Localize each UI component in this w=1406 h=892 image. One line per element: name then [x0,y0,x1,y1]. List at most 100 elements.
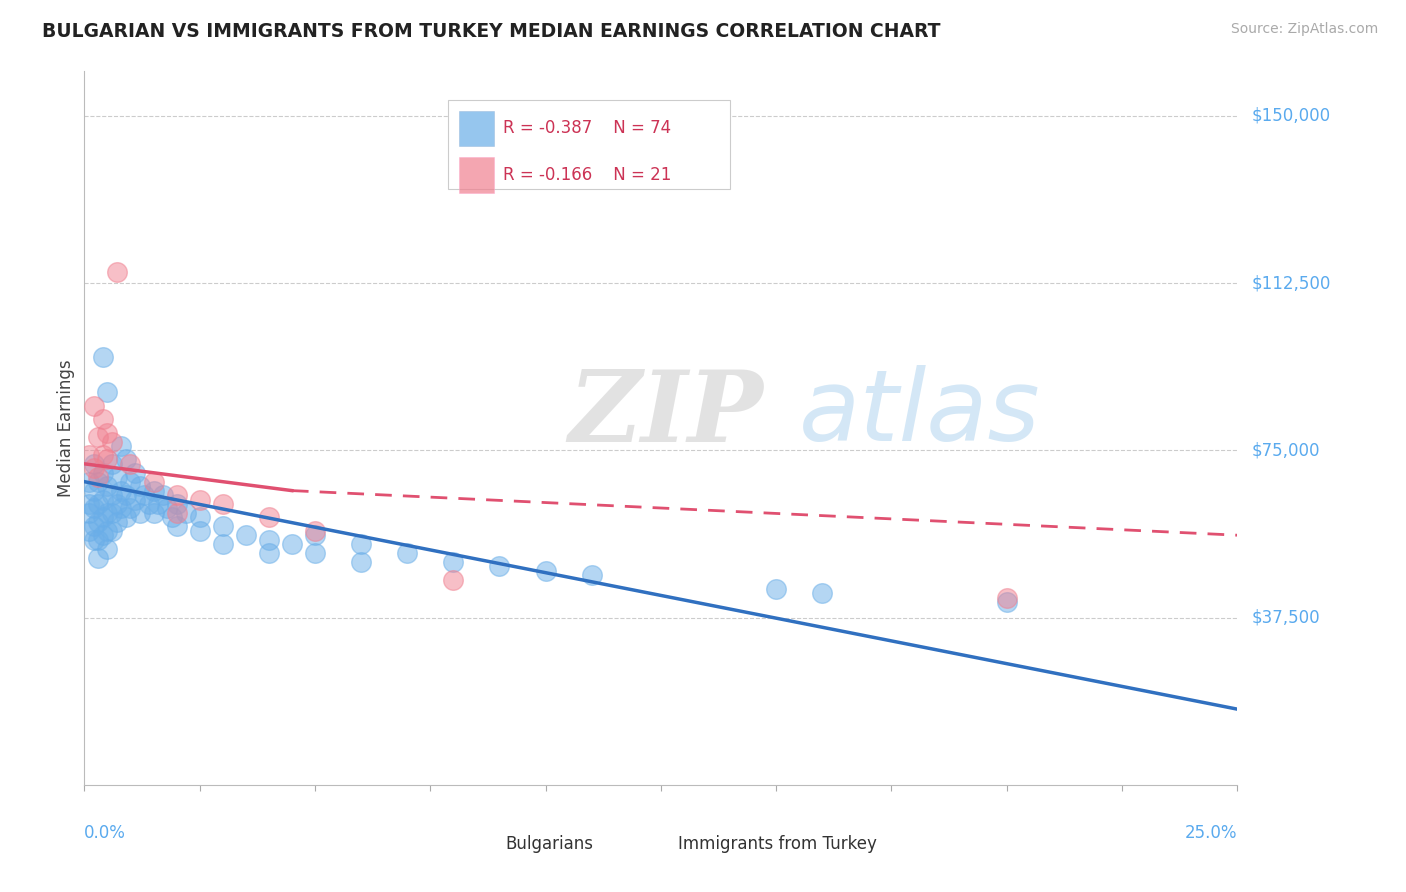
Point [128,506,150,520]
Point [91,528,114,542]
Point [91,492,114,507]
Point [257,510,280,524]
Point [188,510,211,524]
Point [995,595,1018,609]
Point [120,475,142,489]
Point [441,555,464,569]
Point [77,524,100,538]
Text: Source: ZipAtlas.com: Source: ZipAtlas.com [1230,22,1378,37]
Point [211,497,233,511]
Text: R = -0.166    N = 21: R = -0.166 N = 21 [503,166,671,184]
Point [304,546,326,560]
Point [115,452,138,467]
Text: $112,500: $112,500 [1251,274,1330,293]
Point [396,546,419,560]
Point [83,519,105,533]
Point [281,537,304,551]
Point [91,350,114,364]
Point [110,439,132,453]
Point [142,506,165,520]
Point [87,515,110,529]
Point [124,492,146,507]
Point [211,519,233,533]
Point [138,497,160,511]
Text: atlas: atlas [799,366,1040,462]
Point [188,524,211,538]
Point [83,483,105,498]
Point [134,488,156,502]
Point [441,573,464,587]
Point [91,510,114,524]
Text: $37,500: $37,500 [1251,608,1320,627]
Point [96,452,118,467]
Point [96,385,118,400]
Point [101,434,124,449]
Point [257,533,280,547]
Point [350,555,373,569]
Point [188,492,211,507]
Point [83,501,105,516]
Point [166,488,188,502]
Point [115,488,138,502]
Point [87,533,110,547]
Point [257,546,280,560]
Bar [465,826,498,855]
Point [152,488,174,502]
Point [120,457,142,471]
Point [128,479,150,493]
Point [83,461,105,475]
Point [765,582,787,596]
Point [581,568,603,582]
Bar [460,111,494,146]
Point [110,483,132,498]
Point [83,399,105,413]
Point [146,497,169,511]
Point [124,466,146,480]
Text: $75,000: $75,000 [1251,442,1320,459]
Point [96,479,118,493]
Point [96,541,118,556]
Point [105,470,128,484]
Text: ZIP: ZIP [568,366,763,462]
Point [174,506,197,520]
Y-axis label: Median Earnings: Median Earnings [56,359,75,497]
FancyBboxPatch shape [447,100,730,189]
Point [91,466,114,480]
Point [166,506,188,520]
Point [142,483,165,498]
Point [105,265,128,279]
Point [101,488,124,502]
Point [77,497,100,511]
Point [488,559,510,574]
Text: 25.0%: 25.0% [1185,824,1237,842]
Bar [638,826,671,855]
Point [211,537,233,551]
Point [87,475,110,489]
Text: Immigrants from Turkey: Immigrants from Turkey [678,835,877,853]
Point [160,510,183,524]
Point [105,515,128,529]
Point [105,497,128,511]
Point [87,550,110,565]
Point [350,537,373,551]
Point [811,586,834,600]
Text: $150,000: $150,000 [1251,107,1330,125]
Point [77,506,100,520]
Point [96,506,118,520]
Text: BULGARIAN VS IMMIGRANTS FROM TURKEY MEDIAN EARNINGS CORRELATION CHART: BULGARIAN VS IMMIGRANTS FROM TURKEY MEDI… [42,22,941,41]
Point [115,510,138,524]
Point [101,506,124,520]
Point [304,528,326,542]
Point [96,425,118,440]
Point [166,497,188,511]
Point [120,501,142,516]
Point [77,475,100,489]
Point [101,524,124,538]
Point [77,448,100,462]
Point [91,448,114,462]
Point [96,524,118,538]
Point [83,533,105,547]
Text: 0.0%: 0.0% [84,824,127,842]
Point [156,501,179,516]
Point [110,501,132,516]
